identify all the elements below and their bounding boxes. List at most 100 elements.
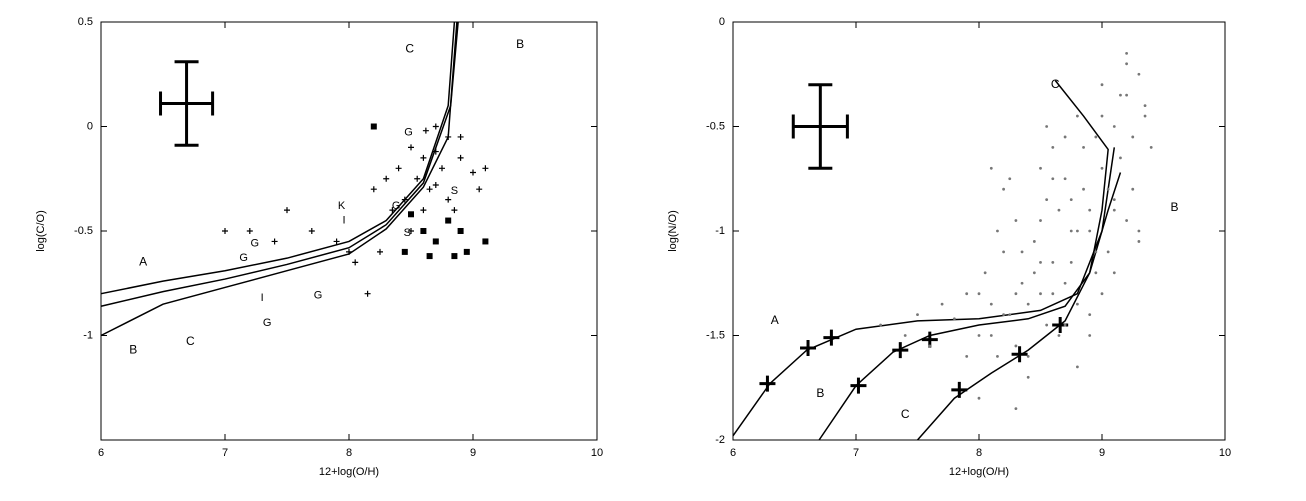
data-point	[1069, 260, 1073, 264]
point-label: G	[239, 252, 248, 264]
data-point	[333, 238, 340, 245]
data-point	[1057, 208, 1061, 212]
data-point	[1026, 355, 1030, 358]
data-point	[989, 334, 993, 337]
x-tick-label: 9	[470, 447, 476, 459]
data-point	[364, 290, 371, 297]
x-axis-label: 12+log(O/H)	[319, 466, 379, 478]
data-point	[1039, 219, 1042, 222]
data-point	[420, 154, 427, 161]
data-point	[445, 217, 452, 224]
data-point	[1063, 323, 1067, 327]
x-tick-label: 8	[346, 447, 352, 459]
data-point	[1112, 125, 1116, 128]
data-point	[408, 144, 414, 151]
data-point	[977, 292, 981, 296]
data-point	[346, 248, 352, 255]
data-point	[1014, 292, 1018, 296]
data-point	[457, 228, 464, 234]
data-point	[1125, 51, 1128, 55]
data-point	[1069, 198, 1073, 202]
data-point	[1137, 240, 1141, 243]
data-point	[370, 123, 377, 130]
data-point	[940, 302, 944, 306]
model-curve	[732, 147, 1116, 437]
data-point	[1094, 135, 1098, 139]
data-point	[1143, 114, 1147, 118]
data-point	[482, 238, 489, 245]
data-point	[457, 133, 464, 140]
x-tick-label: 6	[730, 447, 736, 459]
y-tick-label: 0	[719, 16, 725, 28]
data-point	[1131, 135, 1135, 139]
model-curve	[100, 21, 456, 295]
x-tick-label: 6	[98, 447, 104, 459]
data-point	[1039, 292, 1042, 296]
data-point	[1149, 146, 1153, 149]
point-label: G	[404, 127, 413, 139]
data-point	[1131, 187, 1135, 191]
x-tick-label: 10	[591, 447, 603, 459]
data-point	[996, 229, 999, 233]
data-point	[445, 133, 452, 140]
data-point	[1014, 219, 1018, 222]
data-point	[1026, 302, 1030, 306]
model-curve	[100, 21, 458, 337]
data-point	[1051, 177, 1055, 181]
data-point	[401, 196, 408, 203]
point-label: K	[338, 200, 346, 212]
data-point	[463, 248, 470, 255]
data-point	[432, 238, 439, 245]
data-point	[989, 302, 993, 306]
data-point	[222, 228, 228, 234]
data-point	[1088, 334, 1092, 337]
point-label: G	[314, 290, 323, 302]
data-point	[1088, 313, 1092, 316]
data-point	[1094, 250, 1098, 254]
data-point	[1051, 292, 1055, 296]
data-point	[476, 186, 483, 193]
data-point	[451, 253, 458, 260]
y-tick-label: -1	[83, 329, 93, 341]
data-point	[1026, 375, 1030, 379]
data-point	[1039, 166, 1042, 170]
data-point	[989, 166, 993, 170]
data-point	[850, 377, 867, 394]
data-point	[308, 228, 315, 234]
y-tick-label: -1	[715, 225, 725, 237]
data-point	[420, 228, 427, 234]
curve-label: A	[139, 255, 147, 269]
data-point	[271, 238, 278, 245]
x-tick-label: 10	[1219, 447, 1231, 459]
data-point	[422, 127, 429, 134]
data-point	[892, 342, 909, 359]
data-point	[1100, 166, 1104, 170]
data-point	[401, 248, 408, 255]
curve-label: A	[771, 313, 779, 327]
data-point	[383, 175, 390, 182]
x-tick-label: 7	[853, 447, 859, 459]
data-point	[1100, 83, 1104, 87]
data-point	[1076, 229, 1079, 233]
y-tick-label: 0.5	[78, 16, 93, 28]
data-point	[1088, 208, 1092, 212]
data-point	[1137, 229, 1141, 233]
data-point	[1039, 260, 1042, 264]
data-point	[1076, 114, 1079, 118]
curve-label: B	[516, 37, 524, 51]
data-point	[1011, 346, 1028, 363]
data-point	[432, 148, 439, 155]
data-point	[983, 271, 987, 275]
data-point	[996, 355, 999, 358]
data-point	[1082, 187, 1085, 191]
model-curve	[100, 21, 459, 307]
curve-label: B	[816, 386, 824, 400]
point-label: G	[263, 317, 272, 329]
curve-label: B	[1171, 200, 1179, 214]
data-point	[1112, 271, 1116, 275]
data-point	[1051, 260, 1055, 264]
data-point	[1057, 334, 1061, 337]
data-point	[1100, 114, 1104, 118]
data-point	[1063, 281, 1067, 285]
